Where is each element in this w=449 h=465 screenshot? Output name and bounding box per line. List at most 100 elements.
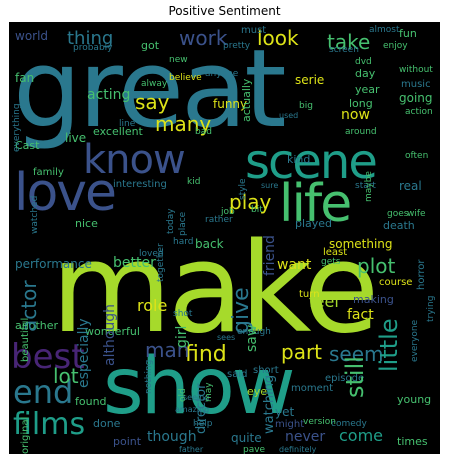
word-cast: Cast <box>15 139 40 152</box>
word-come: come <box>339 426 384 445</box>
word-pave: pave <box>243 445 266 455</box>
word-enjoy: enjoy <box>383 41 408 51</box>
word-excellent: excellent <box>93 125 143 138</box>
word-definitely: definitely <box>279 445 317 454</box>
word-wife: wife <box>407 209 426 219</box>
word-got: got <box>141 39 160 52</box>
word-found: found <box>75 395 107 408</box>
word-watched: watched <box>30 195 40 234</box>
word-look: look <box>257 26 299 50</box>
word-probably: probably <box>73 43 113 53</box>
word-pretty: pretty <box>223 41 251 51</box>
word-love: love <box>14 163 117 223</box>
word-part: part <box>281 340 323 364</box>
word-find: find <box>185 342 227 367</box>
word-going: going <box>399 91 433 105</box>
word-original: original <box>20 416 31 454</box>
word-anyone: anyone <box>205 69 239 79</box>
word-said: said <box>227 369 248 380</box>
word-beautiful: beautiful <box>20 317 31 362</box>
word-yet: yet <box>275 405 295 419</box>
word-scene: scene <box>245 134 378 190</box>
word-live: live <box>65 131 87 145</box>
word-episode: episode <box>325 373 365 384</box>
word-though: though <box>147 429 197 445</box>
word-start: start <box>355 181 376 191</box>
word-serie: serie <box>295 73 325 87</box>
word-lot: lot <box>53 364 79 388</box>
word-times: times <box>397 435 428 448</box>
word-funny: funny <box>213 97 248 111</box>
word-wonderful: wonderful <box>85 325 140 338</box>
word-nice: nice <box>75 217 98 230</box>
word-job: job <box>221 207 235 217</box>
word-films: films <box>13 407 86 442</box>
word-bit: bit <box>251 205 263 215</box>
word-death: death <box>383 219 415 232</box>
word-style: style <box>238 178 248 200</box>
word-fun: fun <box>399 27 417 40</box>
word-back: back <box>195 237 224 251</box>
word-say: say <box>135 90 170 114</box>
word-making: making <box>353 293 394 306</box>
word-father: father <box>179 445 204 454</box>
word-family: family <box>33 167 64 178</box>
word-dvd: dvd <box>355 57 372 67</box>
word-show: show <box>103 342 296 432</box>
word-never: never <box>285 429 326 445</box>
word-moment: moment <box>291 383 334 394</box>
word-play: play <box>229 190 272 214</box>
word-hard: hard <box>173 237 194 247</box>
word-new: new <box>169 55 188 65</box>
word-year: year <box>355 83 380 96</box>
word-know: know <box>83 137 186 183</box>
word-life: life <box>279 174 352 234</box>
word-man: man <box>145 338 190 362</box>
word-today: today <box>166 208 176 234</box>
word-course: course <box>379 277 413 288</box>
word-almost: almost <box>369 25 400 35</box>
word-acting: acting <box>87 87 131 103</box>
word-together: together <box>156 243 166 282</box>
word-many: many <box>155 112 212 136</box>
word-long: long <box>349 97 373 110</box>
word-screen: screen <box>329 45 359 55</box>
word-kind: kind <box>287 153 311 166</box>
word-always: alway <box>141 79 168 89</box>
word-kid: kid <box>187 177 201 187</box>
word-must: must <box>241 25 267 36</box>
word-done: done <box>93 417 121 430</box>
word-trying: trying <box>426 295 436 322</box>
word-thing: thing <box>67 28 114 49</box>
word-big: big <box>299 101 313 111</box>
word-sees: sees <box>217 333 236 342</box>
word-fan: fan <box>15 71 35 85</box>
word-music: music <box>401 79 431 90</box>
word-role: role <box>137 296 168 315</box>
word-day: day <box>355 67 376 80</box>
word-although: although <box>102 303 118 366</box>
word-seem: seem <box>329 342 384 366</box>
word-bad: bad <box>195 127 212 137</box>
word-better: better <box>113 255 156 271</box>
word-used: used <box>279 111 299 120</box>
word-real: real <box>399 179 422 193</box>
word-comedy: comedy <box>331 419 367 429</box>
word-watching: watching <box>262 374 277 434</box>
word-may: may <box>204 382 214 402</box>
word-something: something <box>329 237 393 251</box>
word-might: might <box>275 419 305 430</box>
word-everything: everything <box>12 103 22 152</box>
word-gets: gets <box>321 257 341 267</box>
word-help: help <box>193 419 213 429</box>
word-still: still <box>341 356 369 398</box>
word-short: short <box>253 365 279 376</box>
word-point: point <box>113 435 142 448</box>
word-least: least <box>323 247 348 258</box>
word-great: great <box>13 27 287 152</box>
word-feel: feel <box>309 292 339 311</box>
word-world: world <box>15 29 49 43</box>
word-seeing: seeing <box>183 393 210 402</box>
word-enough: enough <box>237 327 271 337</box>
word-quite: quite <box>231 431 262 445</box>
